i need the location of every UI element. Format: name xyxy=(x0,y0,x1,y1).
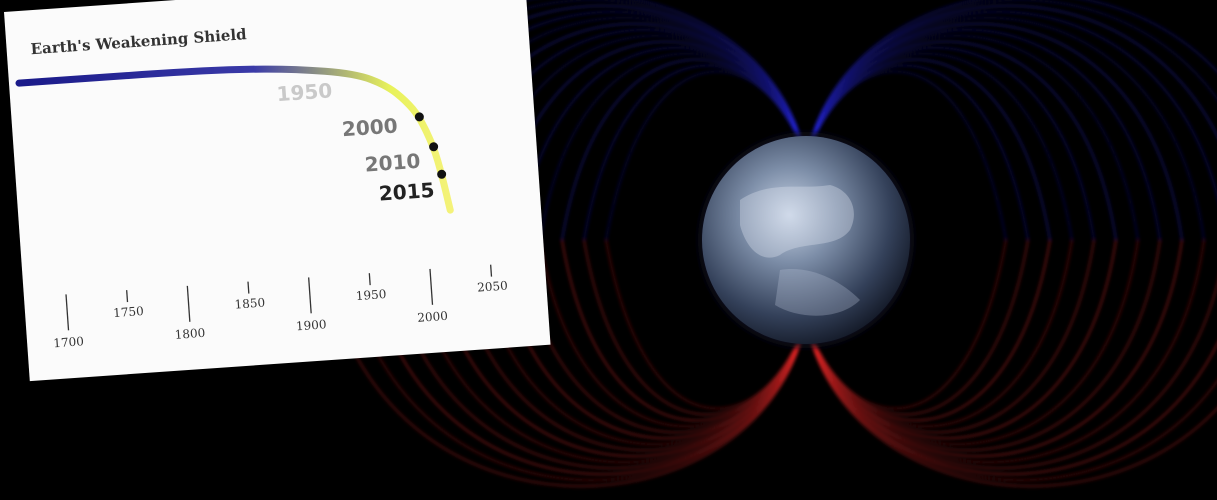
x-tick-1950 xyxy=(368,273,371,286)
x-tick-1800 xyxy=(186,285,191,322)
x-tick-label-1900: 1900 xyxy=(296,317,327,333)
x-tick-label-2050: 2050 xyxy=(477,279,508,295)
x-tick-label-1850: 1850 xyxy=(234,296,265,312)
chart-card: Earth's Weakening Shield 1950 2000 2010 201… xyxy=(4,0,551,382)
field-line-north xyxy=(804,52,1074,241)
field-line-south xyxy=(804,239,1096,434)
data-label-2000: 2000 xyxy=(341,113,398,141)
data-point-2010 xyxy=(429,142,439,152)
shield-strength-line xyxy=(15,65,454,214)
x-tick-2050 xyxy=(490,264,493,277)
x-tick-1700 xyxy=(65,294,70,331)
field-line-north xyxy=(804,0,1217,161)
x-tick-label-1950: 1950 xyxy=(355,287,386,303)
field-line-south xyxy=(804,319,1217,482)
field-line-south xyxy=(804,319,1217,488)
data-label-2015: 2015 xyxy=(378,178,435,206)
field-line-north xyxy=(538,52,808,241)
x-tick-1900 xyxy=(308,277,312,314)
field-line-north xyxy=(804,46,1096,241)
earth-globe xyxy=(698,132,914,348)
x-tick-label-2000: 2000 xyxy=(417,309,448,325)
field-line-south xyxy=(318,239,808,488)
data-label-1950: 1950 xyxy=(276,78,333,106)
x-tick-2000 xyxy=(429,268,434,305)
field-line-south xyxy=(538,239,808,428)
data-point-2015 xyxy=(437,169,447,179)
field-line-south xyxy=(804,239,1074,428)
x-tick-1850 xyxy=(247,281,250,294)
data-point-2000 xyxy=(414,112,424,122)
x-tick-label-1700: 1700 xyxy=(53,334,84,350)
field-line-north xyxy=(516,46,808,241)
x-tick-label-1750: 1750 xyxy=(113,304,144,320)
field-line-north xyxy=(804,0,1217,161)
data-label-2010: 2010 xyxy=(364,149,421,177)
x-tick-1750 xyxy=(126,290,129,303)
x-tick-label-1800: 1800 xyxy=(174,326,205,342)
